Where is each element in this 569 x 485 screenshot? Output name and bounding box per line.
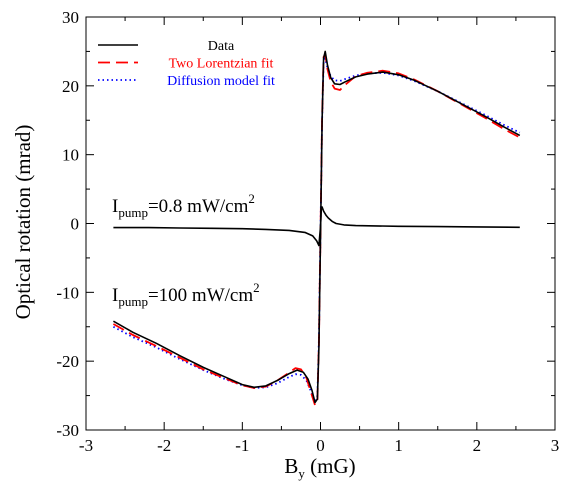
y-tick-label: 30 <box>62 8 79 27</box>
x-axis-label: By (mG) <box>284 454 355 481</box>
x-tick-label: -2 <box>157 436 171 455</box>
series-line-high-power-diffusion-model-fit <box>112 57 521 403</box>
plot-lines <box>112 50 521 407</box>
series-line-low-power-data <box>113 206 520 247</box>
x-tick-label: 1 <box>394 436 403 455</box>
y-tick-label: -30 <box>56 421 79 440</box>
legend: Data Two Lorentzian fit Diffusion model fi… <box>98 39 275 89</box>
legend-label: Data <box>208 39 235 54</box>
y-tick-label: -20 <box>56 352 79 371</box>
legend-label: Two Lorentzian fit <box>169 57 274 72</box>
x-tick-label: 0 <box>316 436 325 455</box>
annotation-low-power: Ipump=0.8 mW/cm2 <box>112 191 255 220</box>
y-axis-label: Optical rotation (mrad) <box>11 125 35 320</box>
x-tick-label: -1 <box>235 436 249 455</box>
y-tick-label: 10 <box>62 146 79 165</box>
x-tick-label: -3 <box>79 436 93 455</box>
y-tick-label: 20 <box>62 77 79 96</box>
x-tick-label: 3 <box>551 436 560 455</box>
legend-label: Diffusion model fit <box>167 74 275 89</box>
series-line-high-power-data <box>113 50 521 404</box>
y-tick-label: -10 <box>56 283 79 302</box>
x-tick-label: 2 <box>473 436 482 455</box>
y-tick-label: 0 <box>71 215 80 234</box>
annotation-high-power: Ipump=100 mW/cm2 <box>112 280 260 309</box>
axis-ticks <box>85 16 556 431</box>
